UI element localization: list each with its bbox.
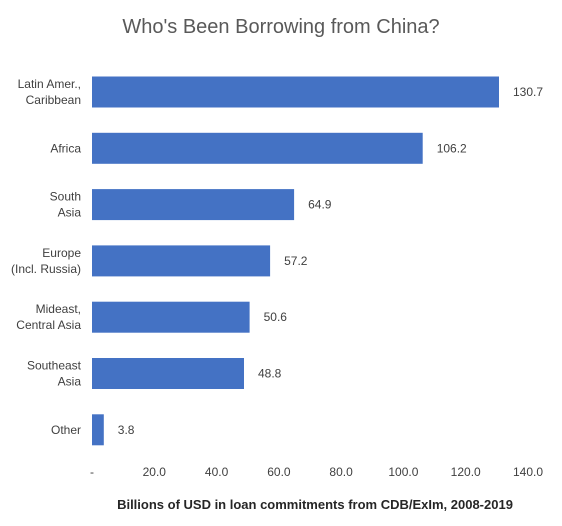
- y-tick-label: Caribbean: [26, 93, 81, 107]
- bar: [92, 132, 423, 164]
- data-label: 106.2: [437, 141, 467, 155]
- data-label: 3.8: [118, 423, 135, 437]
- y-tick-label: Asia: [58, 206, 82, 220]
- bar: [92, 414, 104, 446]
- y-tick-label: Southeast: [27, 359, 82, 373]
- y-tick-label: Africa: [50, 141, 81, 155]
- x-tick-label: 100.0: [388, 465, 418, 479]
- bar: [92, 76, 499, 108]
- data-label: 64.9: [308, 198, 332, 212]
- bar: [92, 301, 250, 333]
- chart-title: Who's Been Borrowing from China?: [122, 16, 440, 38]
- x-tick-label: 40.0: [205, 465, 229, 479]
- x-tick-label: 140.0: [513, 465, 543, 479]
- data-label: 50.6: [264, 310, 288, 324]
- x-tick-label: -: [90, 465, 94, 479]
- bar: [92, 189, 295, 221]
- y-tick-label: (Incl. Russia): [11, 262, 81, 276]
- data-label: 130.7: [513, 85, 543, 99]
- y-tick-label: Central Asia: [16, 318, 81, 332]
- y-tick-label: Mideast,: [36, 302, 81, 316]
- y-tick-label: South: [50, 190, 81, 204]
- y-tick-label: Europe: [42, 246, 81, 260]
- y-tick-label: Other: [51, 423, 81, 437]
- x-axis-title: Billions of USD in loan commitments from…: [117, 497, 513, 512]
- bar: [92, 358, 244, 389]
- x-tick-label: 120.0: [451, 465, 481, 479]
- data-label: 48.8: [258, 367, 282, 381]
- bar: [92, 245, 271, 277]
- x-tick-label: 60.0: [267, 465, 291, 479]
- y-tick-label: Asia: [58, 375, 82, 389]
- x-tick-label: 20.0: [143, 465, 167, 479]
- y-tick-label: Latin Amer.,: [18, 77, 81, 91]
- x-tick-label: 80.0: [329, 465, 353, 479]
- data-label: 57.2: [284, 254, 308, 268]
